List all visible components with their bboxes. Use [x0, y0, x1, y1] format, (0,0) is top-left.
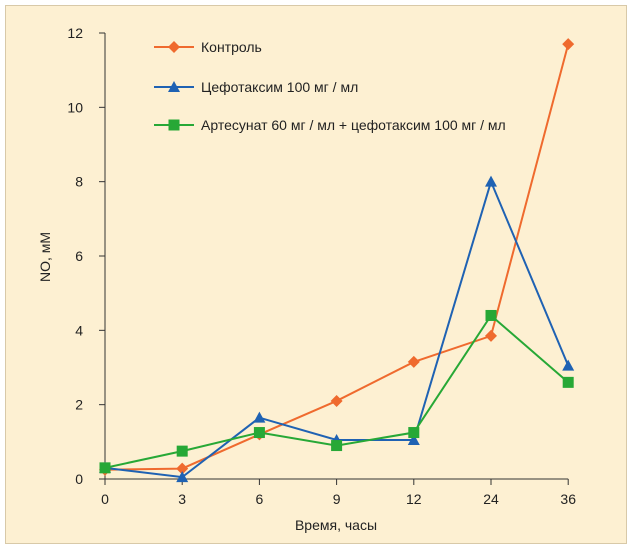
series-3 [99, 309, 574, 474]
y-tick-label: 0 [75, 471, 83, 487]
series-layer [99, 38, 575, 483]
data-point [176, 445, 188, 457]
x-tick-label: 24 [483, 491, 499, 507]
y-tick-label: 4 [75, 322, 83, 338]
data-point [485, 329, 497, 342]
y-tick-label: 10 [67, 99, 83, 115]
series-line [104, 178, 570, 479]
y-tick-label: 2 [75, 397, 83, 413]
y-tick-label: 8 [75, 174, 83, 190]
x-tick-label: 12 [406, 491, 422, 507]
data-point [408, 427, 420, 439]
data-point [253, 427, 265, 439]
data-point [407, 433, 420, 445]
legend-swatch-marker [168, 41, 180, 53]
x-axis-label: Время, часы [295, 517, 377, 533]
series-1 [99, 38, 575, 476]
data-point [330, 394, 343, 407]
data-point [485, 175, 497, 187]
legend-swatch-marker [168, 81, 180, 92]
legend-label: Цефотаксим 100 мг / мл [201, 79, 358, 95]
data-point [253, 411, 266, 423]
data-point [99, 462, 111, 474]
y-tick-label: 12 [67, 25, 83, 41]
legend-item: Цефотаксим 100 мг / мл [154, 79, 358, 95]
legend: Контроль Цефотаксим 100 мг / мл Артесунат … [154, 39, 506, 133]
data-point [176, 471, 189, 483]
x-tick-label: 6 [256, 491, 264, 507]
legend-item: Контроль [154, 39, 262, 55]
x-tick-label: 3 [178, 491, 186, 507]
y-axis-label: NO, мМ [37, 232, 53, 282]
legend-label: Контроль [201, 39, 262, 55]
legend-label: Артесунат 60 мг / мл + цефотаксим 100 мг… [201, 117, 506, 133]
data-point [562, 376, 574, 388]
x-tick-label: 0 [101, 491, 109, 507]
x-tick-label: 9 [333, 491, 341, 507]
data-point [562, 359, 575, 371]
legend-swatch-marker [168, 119, 180, 131]
legend-item: Артесунат 60 мг / мл + цефотаксим 100 мг… [154, 117, 506, 133]
data-point [331, 440, 343, 452]
data-point [562, 38, 575, 51]
series-2 [99, 175, 575, 483]
x-tick-label: 36 [560, 491, 576, 507]
chart-background [5, 5, 627, 544]
y-tick-label: 6 [75, 248, 83, 264]
data-point [485, 309, 497, 321]
data-point [176, 462, 189, 475]
data-point [407, 355, 420, 368]
